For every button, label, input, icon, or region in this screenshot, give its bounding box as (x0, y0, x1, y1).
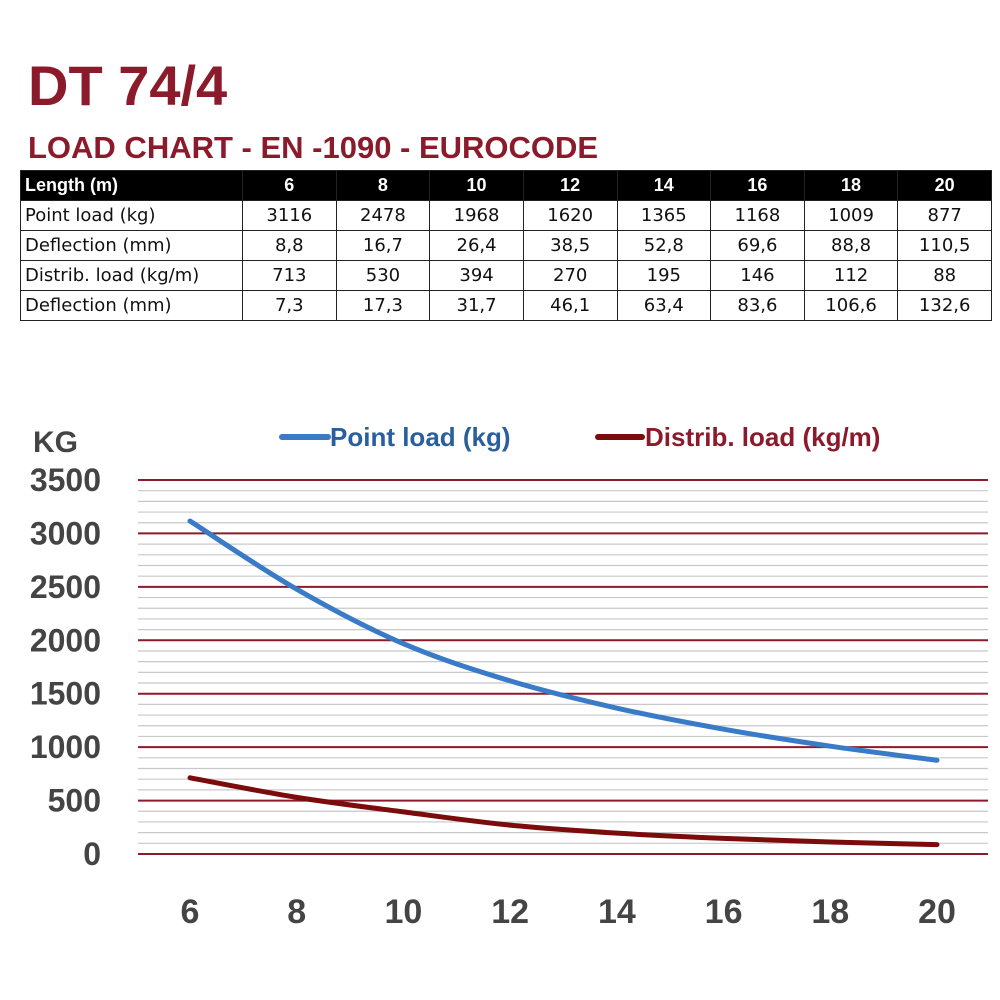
table-cell: 270 (522, 260, 618, 291)
table-cell: 713 (242, 260, 337, 291)
table-cell: 38,5 (522, 230, 618, 261)
table-header-cell: 6 (242, 170, 337, 201)
x-tick-label: 12 (491, 893, 529, 931)
x-tick-label: 6 (181, 893, 200, 931)
table-cell: 1009 (803, 200, 899, 231)
page-title: DT 74/4 (28, 54, 228, 117)
table-cell: 88,8 (803, 230, 899, 261)
x-tick-label: 16 (705, 893, 743, 931)
table-header-cell: 12 (522, 170, 618, 201)
table-cell: 17,3 (335, 290, 431, 321)
y-tick-label: 2000 (30, 622, 101, 658)
table-header-cell: 14 (616, 170, 712, 201)
table-cell: 8,8 (242, 230, 337, 261)
legend-label-point-load: Point load (kg) (330, 422, 511, 452)
table-cell: 1168 (710, 200, 805, 231)
table-cell: 2478 (335, 200, 431, 231)
x-axis-ticks: 6 8 10 12 14 16 18 20 (181, 893, 956, 931)
load-line-chart: 3500 3000 2500 2000 1500 1000 500 0 6 8 10 12 14 16 1… (30, 422, 988, 931)
table-cell: 132,6 (897, 290, 992, 321)
table-cell: 106,6 (803, 290, 899, 321)
table-cell: 110,5 (897, 230, 992, 261)
table-cell: 26,4 (429, 230, 524, 261)
table-cell: 31,7 (429, 290, 524, 321)
table-cell: 1968 (429, 200, 524, 231)
table-header-cell: 16 (710, 170, 805, 201)
x-tick-label: 10 (385, 893, 423, 931)
table-header-label: Length (m) (20, 170, 243, 201)
table-cell: 63,4 (616, 290, 712, 321)
table-cell: 52,8 (616, 230, 712, 261)
table-header-row: Length (m) 6 8 10 12 14 16 18 20 (20, 170, 992, 201)
y-tick-label: 0 (83, 836, 101, 872)
table-header-cell: 18 (803, 170, 899, 201)
table-row: Deflection (mm) 7,3 17,3 31,7 46,1 63,4 … (20, 290, 992, 321)
y-tick-label: 1500 (30, 676, 101, 712)
series-lines (187, 518, 940, 848)
table-row: Point load (kg) 3116 2478 1968 1620 1365… (20, 200, 992, 231)
table-cell: 1365 (616, 200, 712, 231)
table-cell: 69,6 (710, 230, 805, 261)
y-tick-label: 500 (48, 783, 101, 819)
y-tick-label: 3000 (30, 515, 101, 551)
page-subtitle: LOAD CHART - EN -1090 - EUROCODE (28, 130, 599, 165)
y-axis-label: KG (33, 426, 78, 459)
table-cell: 1620 (522, 200, 618, 231)
table-cell: 195 (616, 260, 712, 291)
table-cell: 88 (897, 260, 992, 291)
table-row: Distrib. load (kg/m) 713 530 394 270 195… (20, 260, 992, 291)
load-table: Length (m) 6 8 10 12 14 16 18 20 Point l… (20, 170, 992, 321)
table-row-label: Distrib. load (kg/m) (20, 260, 243, 291)
y-tick-label: 3500 (30, 462, 101, 498)
y-tick-label: 1000 (30, 729, 101, 765)
chart-legend: Point load (kg) Distrib. load (kg/m) (279, 422, 880, 452)
x-tick-label: 18 (811, 893, 849, 931)
x-tick-label: 20 (918, 893, 956, 931)
x-tick-label: 14 (598, 893, 636, 931)
table-header-cell: 20 (897, 170, 992, 201)
y-tick-label: 2500 (30, 569, 101, 605)
y-axis-ticks: 3500 3000 2500 2000 1500 1000 500 0 (30, 462, 101, 872)
table-cell: 112 (803, 260, 899, 291)
table-cell: 146 (710, 260, 805, 291)
x-tick-label: 8 (287, 893, 306, 931)
table-row-label: Deflection (mm) (20, 290, 243, 321)
table-header-cell: 8 (335, 170, 431, 201)
series-line-distrib-load (187, 775, 940, 848)
table-cell: 530 (335, 260, 431, 291)
grid-lines (138, 479, 988, 855)
legend-label-distrib-load: Distrib. load (kg/m) (645, 422, 880, 452)
table-cell: 83,6 (710, 290, 805, 321)
table-row-label: Deflection (mm) (20, 230, 243, 261)
table-cell: 3116 (242, 200, 337, 231)
table-header-cell: 10 (429, 170, 524, 201)
table-cell: 394 (429, 260, 524, 291)
table-cell: 46,1 (522, 290, 618, 321)
table-cell: 877 (897, 200, 992, 231)
table-cell: 7,3 (242, 290, 337, 321)
table-row: Deflection (mm) 8,8 16,7 26,4 38,5 52,8 … (20, 230, 992, 261)
table-row-label: Point load (kg) (20, 200, 243, 231)
series-line-point-load (187, 518, 940, 763)
table-cell: 16,7 (335, 230, 431, 261)
